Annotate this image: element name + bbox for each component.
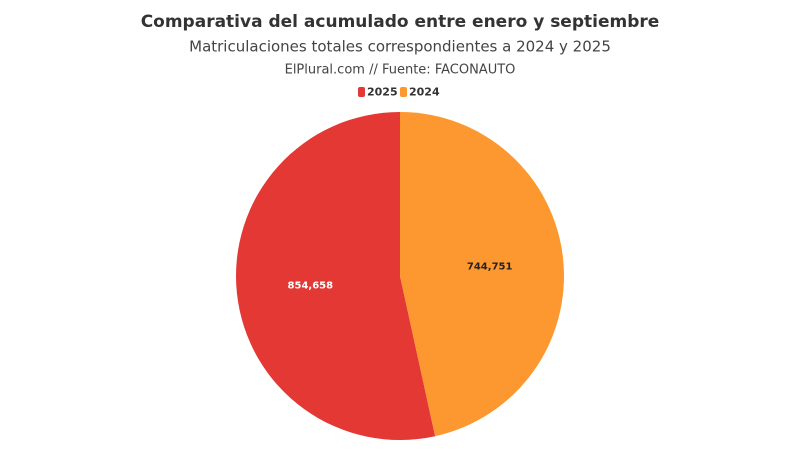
legend-label: 2024 — [409, 86, 440, 99]
pie-slice — [235, 112, 436, 441]
data-label: 854,658 — [288, 281, 334, 292]
chart-source: ElPlural.com // Fuente: FACONAUTO — [285, 63, 516, 78]
legend-swatch — [400, 87, 407, 97]
pie-slice — [400, 112, 564, 437]
legend-label: 2025 — [367, 86, 398, 99]
chart-title: Comparativa del acumulado entre enero y … — [141, 12, 660, 32]
chart-subtitle: Matriculaciones totales correspondientes… — [189, 38, 611, 56]
legend-swatch — [358, 87, 365, 97]
data-label: 744,751 — [467, 261, 513, 272]
